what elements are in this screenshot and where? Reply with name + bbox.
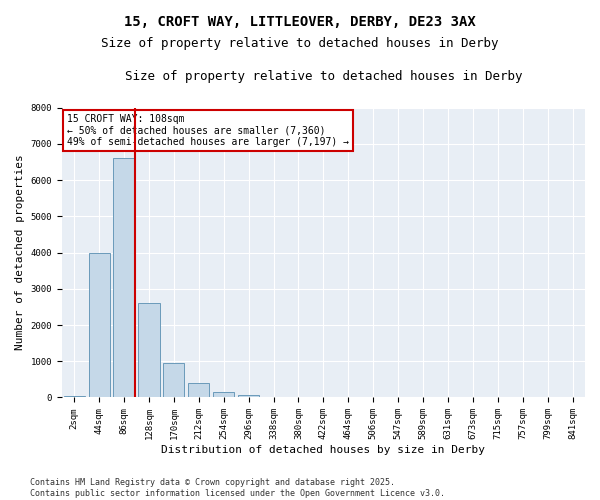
Bar [163,363,184,398]
Bar [188,383,209,398]
Bar [139,304,160,398]
Bar [64,396,85,398]
Bar [213,392,235,398]
X-axis label: Distribution of detached houses by size in Derby: Distribution of detached houses by size … [161,445,485,455]
Text: 15, CROFT WAY, LITTLEOVER, DERBY, DE23 3AX: 15, CROFT WAY, LITTLEOVER, DERBY, DE23 3… [124,15,476,29]
Bar [113,158,134,398]
Bar [238,394,259,398]
Text: 15 CROFT WAY: 108sqm
← 50% of detached houses are smaller (7,360)
49% of semi-de: 15 CROFT WAY: 108sqm ← 50% of detached h… [67,114,349,147]
Text: Contains HM Land Registry data © Crown copyright and database right 2025.
Contai: Contains HM Land Registry data © Crown c… [30,478,445,498]
Y-axis label: Number of detached properties: Number of detached properties [15,155,25,350]
Bar [263,396,284,398]
Text: Size of property relative to detached houses in Derby: Size of property relative to detached ho… [101,38,499,51]
Title: Size of property relative to detached houses in Derby: Size of property relative to detached ho… [125,70,522,83]
Bar [89,252,110,398]
